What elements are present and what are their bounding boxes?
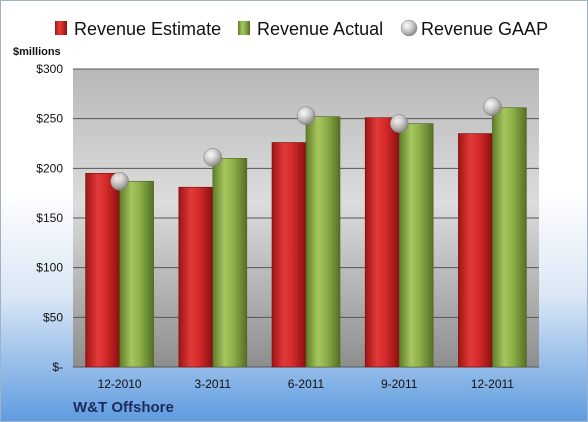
- x-tick-label: 9-2011: [381, 377, 418, 391]
- x-tick-label: 3-2011: [195, 377, 232, 391]
- legend-label-revenue-gaap: Revenue GAAP: [421, 19, 548, 39]
- company-name: W&T Offshore: [73, 399, 174, 416]
- legend: Revenue Estimate Revenue Actual Revenue GA…: [55, 19, 548, 39]
- gaap-markers: [110, 97, 502, 191]
- y-tick-label: $100: [36, 261, 63, 275]
- marker-revenue-gaap: [389, 114, 409, 133]
- marker-revenue-gaap: [296, 106, 316, 125]
- x-tick-label: 6-2011: [288, 377, 325, 391]
- marker-revenue-gaap: [110, 171, 129, 191]
- bar-revenue-actual: [492, 107, 527, 368]
- bar-revenue-actual: [212, 158, 248, 368]
- bar-revenue-actual: [305, 116, 341, 368]
- bar-revenue-actual: [398, 123, 434, 368]
- x-axis-ticks: 12-2010 3-2011 6-2011 9-2011 12-2011: [98, 377, 515, 391]
- bar-revenue-actual: [119, 180, 154, 368]
- y-tick-label: $-: [52, 360, 63, 374]
- marker-revenue-gaap: [483, 97, 502, 116]
- legend-label-revenue-actual: Revenue Actual: [257, 19, 383, 39]
- legend-swatch-revenue-actual: [238, 21, 250, 35]
- x-tick-label: 12-2010: [98, 377, 142, 391]
- legend-swatch-revenue-gaap: [400, 19, 418, 37]
- y-tick-label: $300: [36, 62, 63, 76]
- bar-revenue-estimate: [364, 117, 400, 368]
- y-axis-ticks: $- $50 $100 $150 $200 $250 $300: [36, 62, 63, 374]
- y-tick-label: $250: [36, 112, 63, 126]
- bar-revenue-estimate: [178, 186, 214, 368]
- y-axis-unit-label: $millions: [13, 46, 61, 58]
- bar-revenue-estimate: [458, 133, 493, 368]
- y-tick-label: $50: [43, 310, 63, 324]
- legend-label-revenue-estimate: Revenue Estimate: [74, 19, 221, 39]
- bar-revenue-estimate: [271, 142, 307, 368]
- bars: [85, 107, 527, 368]
- legend-swatch-revenue-estimate: [55, 21, 67, 35]
- y-tick-label: $200: [36, 161, 63, 175]
- y-tick-label: $150: [36, 211, 63, 225]
- x-tick-label: 12-2011: [471, 377, 514, 391]
- marker-revenue-gaap: [203, 148, 223, 167]
- bar-revenue-estimate: [85, 173, 120, 368]
